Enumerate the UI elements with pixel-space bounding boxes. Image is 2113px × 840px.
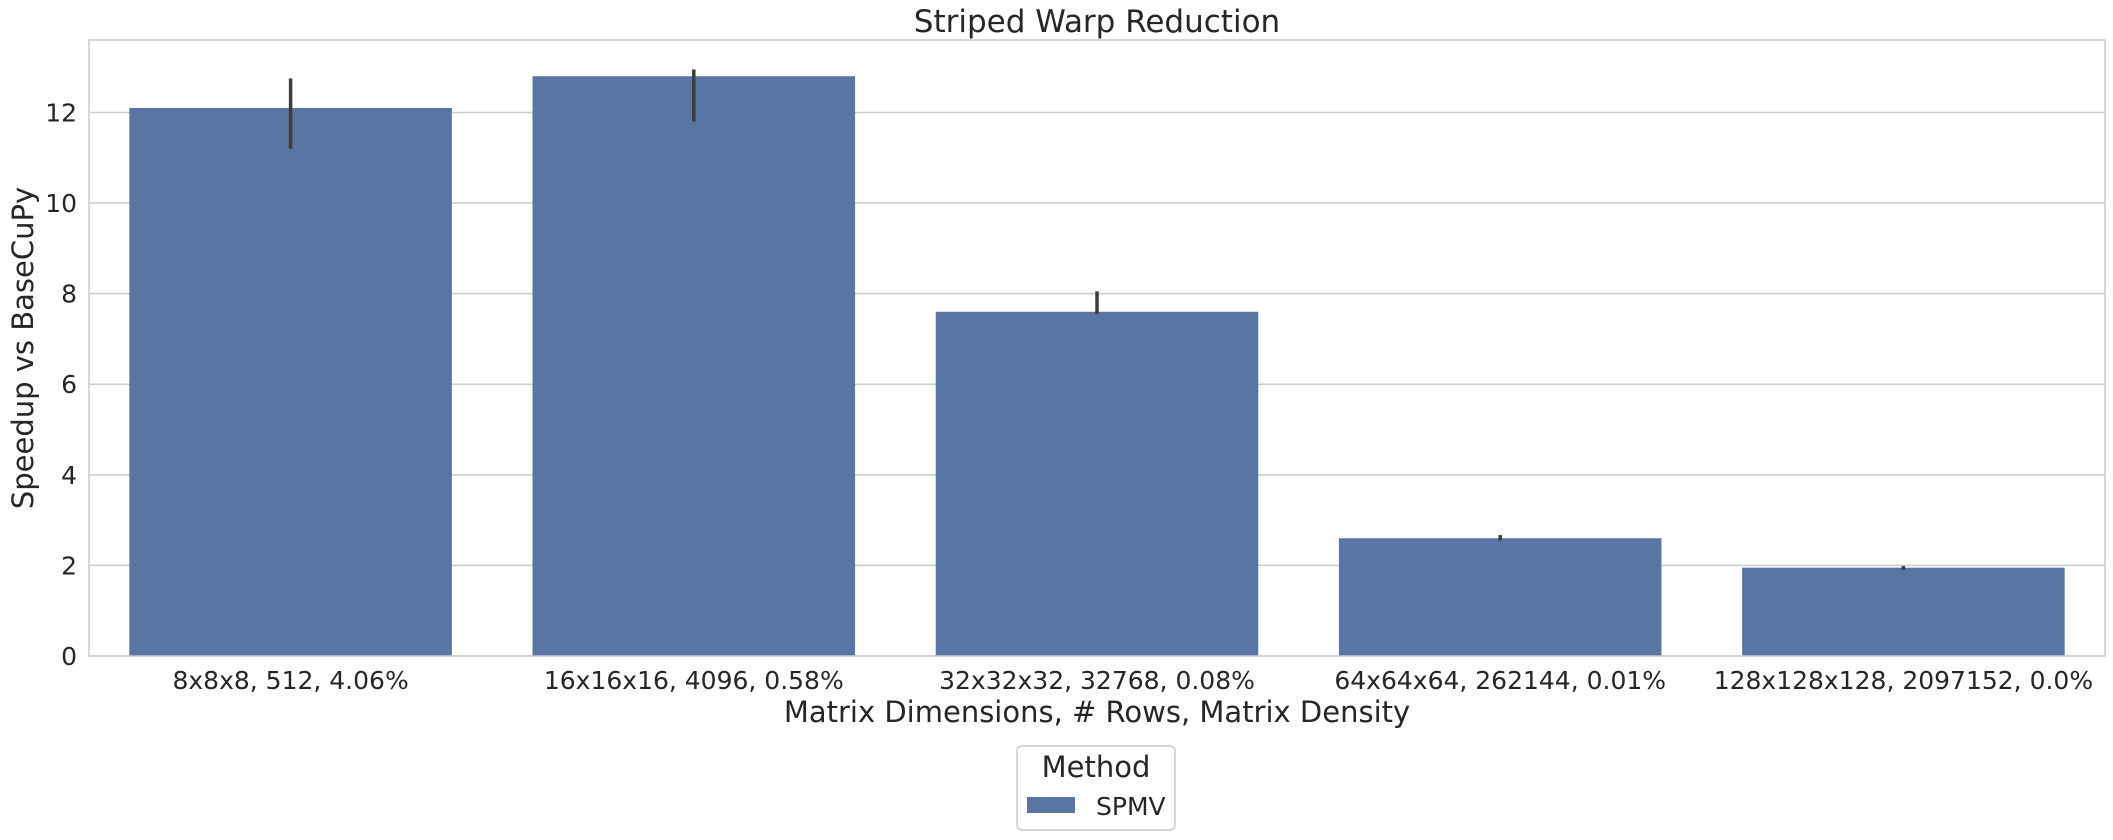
legend: Method SPMV [1016, 745, 1176, 831]
y-tick-label: 0 [61, 642, 77, 671]
error-bars [288, 69, 1906, 570]
y-tick-label: 10 [45, 189, 77, 218]
y-tick-label: 6 [61, 370, 77, 399]
x-tick-label: 128x128x128, 2097152, 0.0% [1714, 666, 2093, 695]
y-tick-label: 12 [45, 98, 77, 127]
bars [129, 76, 2065, 657]
y-ticks: 0 2 4 6 8 10 12 [45, 98, 77, 671]
bar [935, 311, 1259, 656]
x-axis-title: Matrix Dimensions, # Rows, Matrix Densit… [784, 695, 1410, 729]
legend-label: SPMV [1096, 792, 1166, 821]
bar [532, 76, 856, 656]
y-tick-label: 2 [61, 551, 77, 580]
y-tick-label: 4 [61, 461, 77, 490]
x-ticks: 8x8x8, 512, 4.06% 16x16x16, 4096, 0.58% 32… [172, 666, 2093, 695]
x-tick-label: 64x64x64, 262144, 0.01% [1334, 666, 1666, 695]
bar [1742, 567, 2065, 656]
legend-swatch [1027, 797, 1075, 813]
legend-title: Method [1042, 750, 1151, 784]
y-axis-title: Speedup vs BaseCuPy [6, 187, 40, 509]
x-tick-label: 32x32x32, 32768, 0.08% [939, 666, 1255, 695]
chart-title: Striped Warp Reduction [914, 4, 1280, 40]
x-tick-label: 16x16x16, 4096, 0.58% [544, 666, 844, 695]
plot-frame [88, 39, 2106, 657]
bar [1338, 538, 1662, 656]
x-tick-label: 8x8x8, 512, 4.06% [172, 666, 408, 695]
bar [129, 107, 452, 657]
y-tick-label: 8 [61, 280, 77, 309]
